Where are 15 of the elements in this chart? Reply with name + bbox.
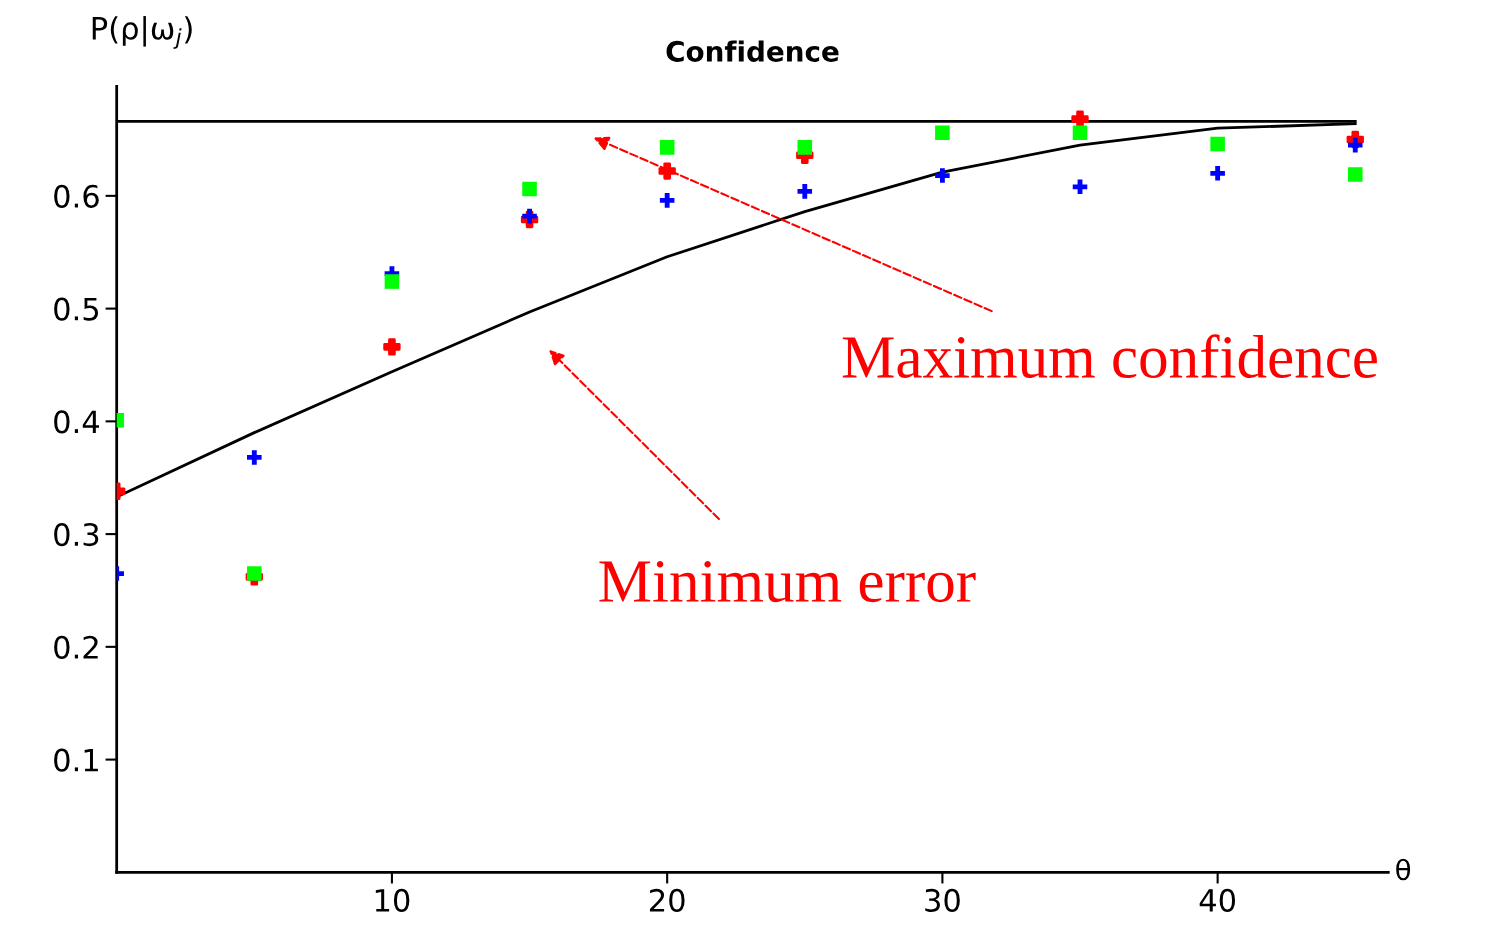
x-tick-label: 10 xyxy=(375,888,410,912)
x-tick-label: 40 xyxy=(1199,888,1236,912)
x-tick-label: 20 xyxy=(649,888,685,912)
y-axis-title: P(ρ|ω$_{j}$) xyxy=(92,16,192,49)
chart-title: Confidence xyxy=(666,40,839,62)
y-tick-label: 0.3 xyxy=(54,523,99,547)
x-tick-label: 30 xyxy=(925,888,960,912)
x-axis-title: θ xyxy=(1396,858,1411,881)
annotation: Maximum confidence xyxy=(842,334,1377,378)
annotation: Minimum error xyxy=(599,561,976,603)
y-tick-label: 0.2 xyxy=(54,635,98,659)
y-tick-label: 0.4 xyxy=(54,410,99,434)
y-tick-label: 0.5 xyxy=(54,297,99,321)
y-tick-label: 0.1 xyxy=(54,748,98,772)
y-tick-label: 0.6 xyxy=(54,184,99,208)
